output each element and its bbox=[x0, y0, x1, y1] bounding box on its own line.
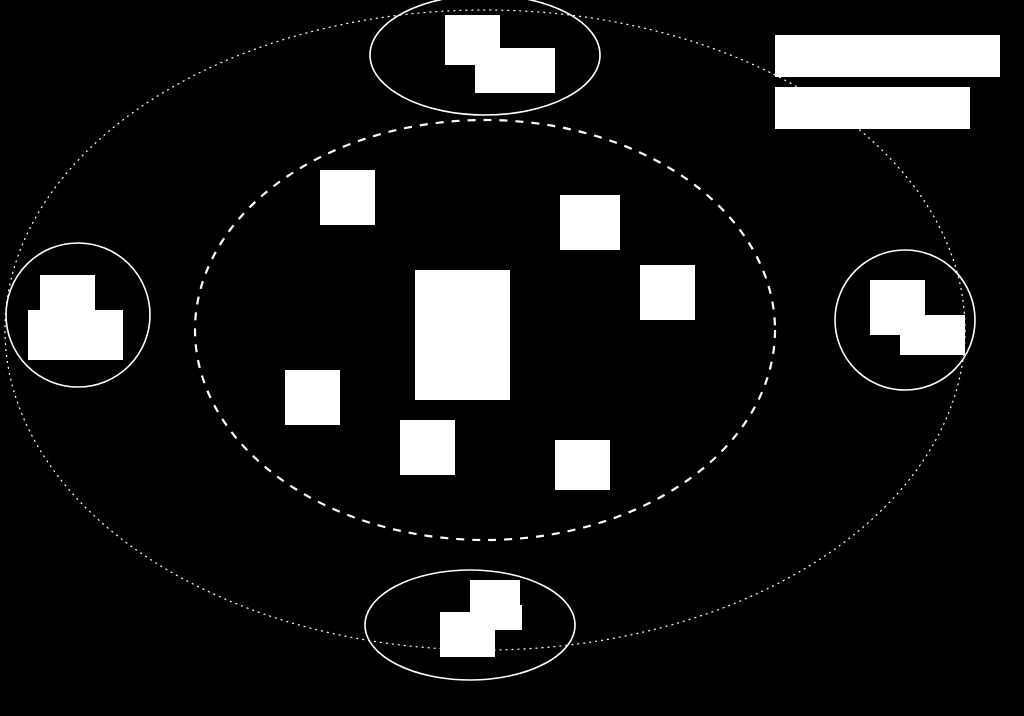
center-block bbox=[555, 440, 610, 490]
satellite-block bbox=[900, 315, 965, 355]
satellite-block bbox=[492, 605, 522, 630]
satellite-block bbox=[475, 48, 555, 93]
center-block bbox=[415, 270, 510, 400]
center-block bbox=[320, 170, 375, 225]
center-block bbox=[640, 265, 695, 320]
center-block bbox=[285, 370, 340, 425]
center-block bbox=[560, 195, 620, 250]
satellite-block bbox=[28, 310, 123, 360]
legend-bar bbox=[775, 87, 970, 129]
satellite-block bbox=[440, 612, 495, 657]
legend-bar bbox=[775, 35, 1000, 77]
center-block bbox=[400, 420, 455, 475]
diagram-canvas bbox=[0, 0, 1024, 716]
